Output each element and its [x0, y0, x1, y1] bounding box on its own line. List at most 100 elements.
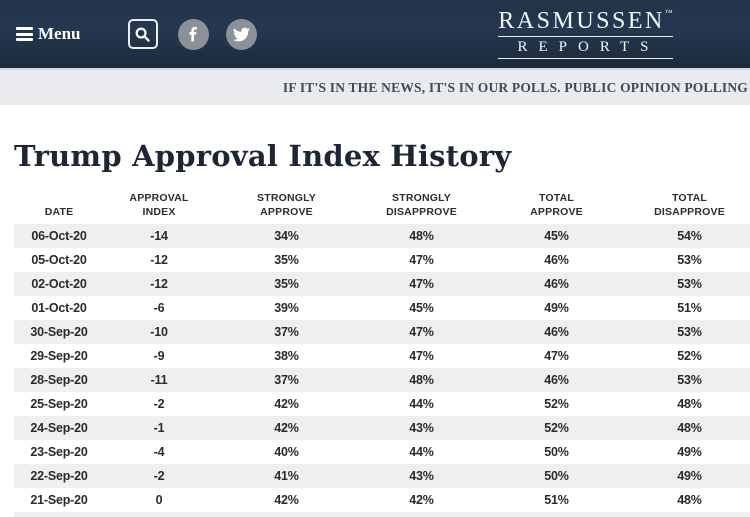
cell-total-approve: 50%	[544, 469, 569, 484]
rasmussen-logo[interactable]: RASMUSSEN™ REPORTS	[498, 8, 673, 59]
cell-strongly-approve: 34%	[274, 229, 299, 244]
page-title: Trump Approval Index History	[14, 139, 512, 173]
cell-total-disapprove: 53%	[677, 373, 702, 388]
cell-total-approve: 47%	[544, 349, 569, 364]
cell-total-disapprove: 49%	[677, 469, 702, 484]
cell-date: 29-Sep-20	[30, 349, 88, 364]
logo-rasmussen: RASMUSSEN™	[498, 8, 673, 37]
cell-total-approve: 50%	[544, 445, 569, 460]
top-nav: Menu RASMUSSEN™ REPORTS	[0, 0, 750, 68]
table-row: 23-Sep-20 -4 40% 44% 50% 49%	[14, 440, 750, 464]
partial-next-row	[14, 512, 750, 517]
cell-strongly-approve: 35%	[274, 277, 299, 292]
cell-strongly-disapprove: 47%	[409, 277, 434, 292]
cell-total-disapprove: 48%	[677, 421, 702, 436]
cell-strongly-disapprove: 44%	[409, 397, 434, 412]
cell-total-disapprove: 48%	[677, 493, 702, 508]
cell-total-approve: 52%	[544, 421, 569, 436]
cell-strongly-disapprove: 43%	[409, 469, 434, 484]
table-row: 24-Sep-20 -1 42% 43% 52% 48%	[14, 416, 750, 441]
cell-approval-index: 0	[155, 493, 163, 508]
cell-total-approve: 46%	[544, 325, 569, 340]
col-header-approval-index: APPROVAL INDEX	[129, 192, 189, 218]
cell-total-disapprove: 53%	[677, 325, 702, 340]
cell-strongly-approve: 42%	[274, 397, 299, 412]
cell-approval-index: -2	[153, 469, 165, 484]
cell-date: 24-Sep-20	[30, 421, 88, 436]
cell-approval-index: -14	[150, 229, 168, 244]
cell-total-disapprove: 51%	[677, 301, 702, 316]
cell-total-disapprove: 52%	[677, 349, 702, 364]
cell-date: 23-Sep-20	[30, 445, 88, 460]
cell-strongly-disapprove: 44%	[409, 445, 434, 460]
col-header-date: DATE	[44, 205, 74, 218]
table-header: DATE APPROVAL INDEX STRONGLY APPROVE STRONGLY…	[14, 192, 750, 224]
table-row: 25-Sep-20 -2 42% 44% 52% 48%	[14, 392, 750, 416]
cell-strongly-disapprove: 47%	[409, 349, 434, 364]
cell-approval-index: -10	[150, 325, 168, 340]
cell-approval-index: -9	[153, 349, 165, 364]
cell-total-approve: 46%	[544, 373, 569, 388]
col-header-total-approve: TOTAL APPROVE	[530, 192, 583, 218]
search-button[interactable]	[127, 19, 158, 49]
cell-strongly-approve: 38%	[274, 349, 299, 364]
cell-total-approve: 46%	[544, 277, 569, 292]
cell-strongly-disapprove: 47%	[409, 253, 434, 268]
cell-approval-index: -12	[150, 277, 168, 292]
cell-approval-index: -11	[150, 373, 168, 388]
cell-strongly-approve: 42%	[274, 493, 299, 508]
cell-date: 25-Sep-20	[30, 397, 88, 412]
cell-strongly-approve: 35%	[274, 253, 299, 268]
cell-date: 22-Sep-20	[30, 469, 88, 484]
search-icon	[134, 26, 151, 43]
cell-strongly-disapprove: 43%	[409, 421, 434, 436]
cell-date: 21-Sep-20	[30, 493, 88, 508]
trademark-symbol: ™	[664, 8, 673, 17]
cell-strongly-disapprove: 45%	[409, 301, 434, 316]
cell-total-disapprove: 54%	[677, 229, 702, 244]
table-row: 21-Sep-20 0 42% 42% 51% 48%	[14, 488, 750, 512]
cell-strongly-approve: 37%	[274, 325, 299, 340]
cell-total-disapprove: 49%	[677, 445, 702, 460]
cell-total-approve: 45%	[544, 229, 569, 244]
menu-button[interactable]: Menu	[16, 24, 81, 44]
cell-total-approve: 52%	[544, 397, 569, 412]
cell-approval-index: -6	[153, 301, 165, 316]
table-row: 22-Sep-20 -2 41% 43% 50% 49%	[14, 464, 750, 489]
tagline-text: IF IT'S IN THE NEWS, IT'S IN OUR POLLS. …	[282, 79, 748, 95]
table-row: 02-Oct-20 -12 35% 47% 46% 53%	[14, 272, 750, 297]
cell-strongly-approve: 37%	[274, 373, 299, 388]
cell-strongly-approve: 41%	[274, 469, 299, 484]
cell-strongly-disapprove: 42%	[409, 493, 434, 508]
table-row: 06-Oct-20 -14 34% 48% 45% 54%	[14, 224, 750, 249]
cell-total-disapprove: 48%	[677, 397, 702, 412]
cell-approval-index: -1	[153, 421, 165, 436]
cell-total-disapprove: 53%	[677, 253, 702, 268]
twitter-icon[interactable]	[225, 18, 257, 50]
cell-approval-index: -4	[153, 445, 165, 460]
main-content: Trump Approval Index History DATE APPROVA…	[0, 139, 750, 517]
hamburger-icon	[16, 25, 33, 44]
cell-approval-index: -12	[150, 253, 168, 268]
table-row: 30-Sep-20 -10 37% 47% 46% 53%	[14, 320, 750, 345]
cell-strongly-disapprove: 47%	[409, 325, 434, 340]
menu-label: Menu	[38, 24, 81, 43]
cell-total-approve: 49%	[544, 301, 569, 316]
cell-strongly-approve: 42%	[274, 421, 299, 436]
cell-date: 30-Sep-20	[30, 325, 88, 340]
cell-date: 28-Sep-20	[30, 373, 88, 388]
cell-strongly-approve: 39%	[274, 301, 299, 316]
cell-total-approve: 46%	[544, 253, 569, 268]
cell-total-disapprove: 53%	[677, 277, 702, 292]
cell-date: 02-Oct-20	[31, 277, 87, 292]
table-row: 05-Oct-20 -12 35% 47% 46% 53%	[14, 248, 750, 272]
cell-total-approve: 51%	[544, 493, 569, 508]
approval-index-table: DATE APPROVAL INDEX STRONGLY APPROVE STRONGLY…	[14, 192, 750, 512]
logo-reports: REPORTS	[498, 37, 673, 59]
col-header-strongly-approve: STRONGLY APPROVE	[257, 192, 316, 218]
table-row: 28-Sep-20 -11 37% 48% 46% 53%	[14, 368, 750, 393]
cell-date: 05-Oct-20	[31, 253, 87, 268]
table-row: 01-Oct-20 -6 39% 45% 49% 51%	[14, 296, 750, 320]
cell-date: 06-Oct-20	[31, 229, 87, 244]
facebook-icon[interactable]	[177, 18, 209, 50]
